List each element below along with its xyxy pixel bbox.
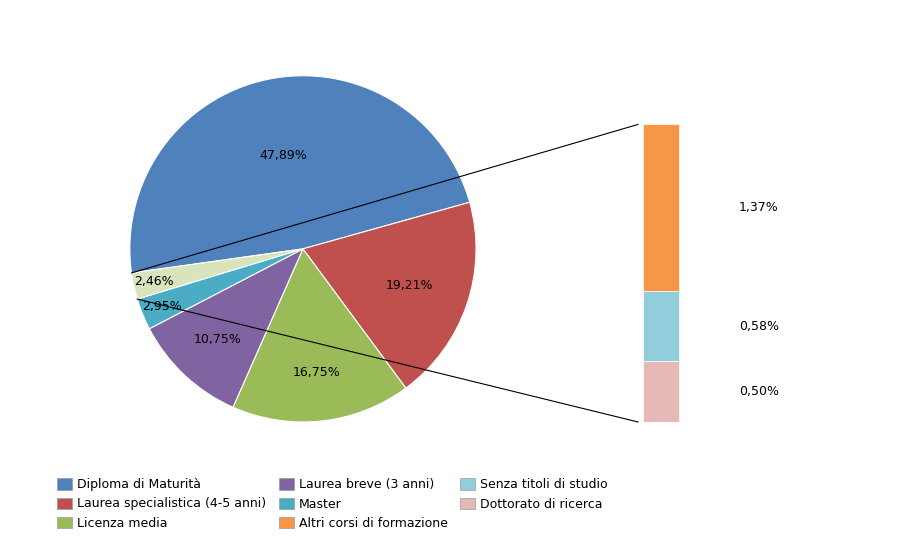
Wedge shape (138, 249, 303, 329)
Wedge shape (129, 76, 470, 273)
Legend: Diploma di Maturità, Laurea specialistica (4-5 anni), Licenza media, Laurea brev: Diploma di Maturità, Laurea specialistic… (52, 473, 613, 535)
Text: 16,75%: 16,75% (293, 366, 341, 379)
Bar (643, 124, 679, 291)
Wedge shape (131, 249, 303, 299)
Text: 0,50%: 0,50% (739, 385, 779, 398)
Text: 2,46%: 2,46% (134, 275, 174, 288)
Text: 19,21%: 19,21% (386, 279, 433, 292)
Text: 0,58%: 0,58% (739, 320, 779, 333)
Text: 47,89%: 47,89% (260, 149, 308, 162)
Text: 10,75%: 10,75% (194, 333, 241, 346)
Wedge shape (303, 202, 476, 388)
Text: 1,37%: 1,37% (739, 201, 778, 214)
Wedge shape (150, 249, 303, 407)
Bar (643, 291, 679, 361)
Text: 2,95%: 2,95% (142, 300, 182, 313)
Bar (643, 361, 679, 422)
Wedge shape (233, 249, 406, 422)
